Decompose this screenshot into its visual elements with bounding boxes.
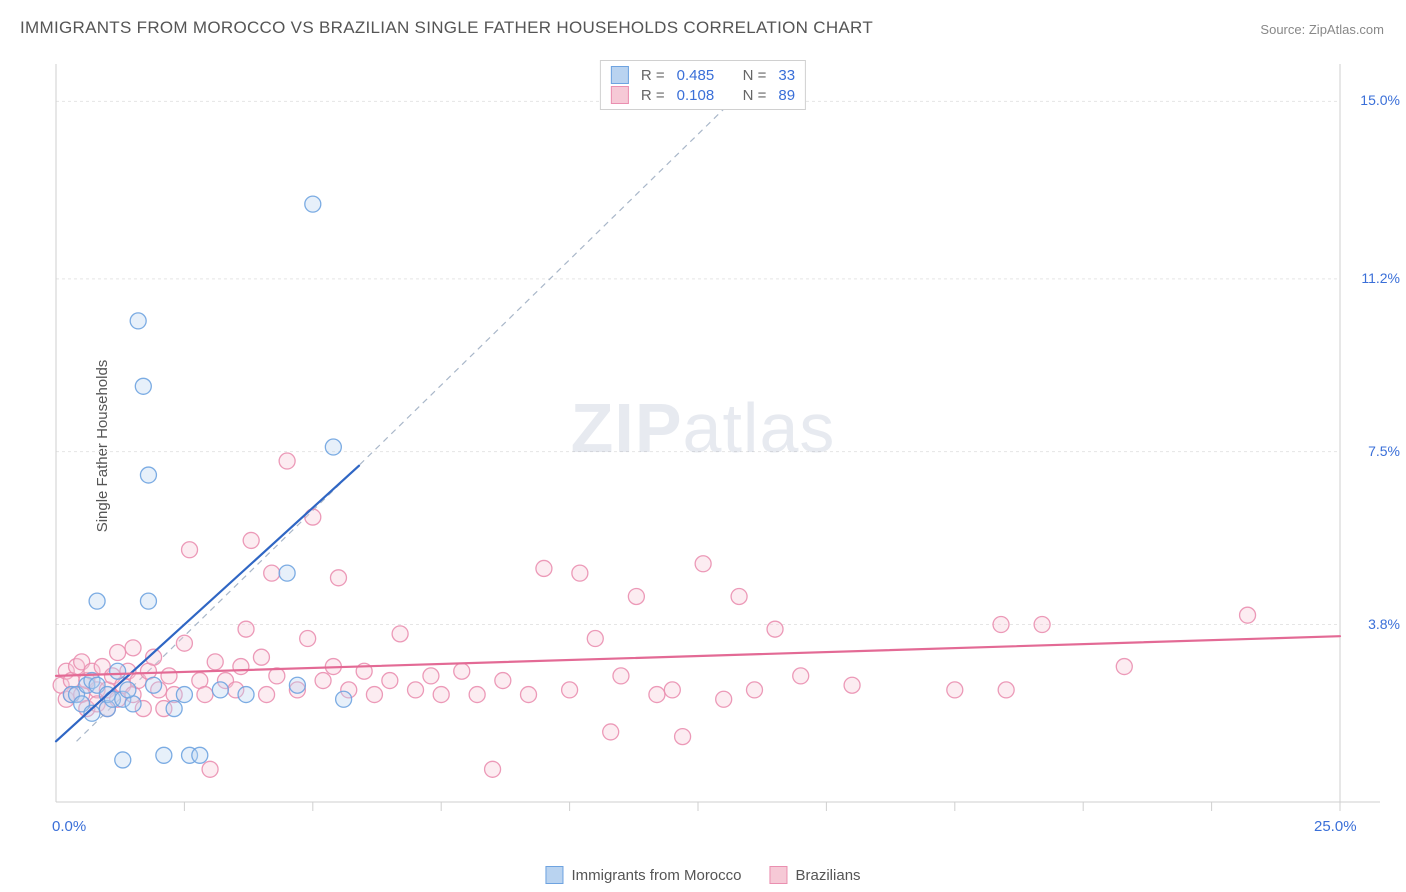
y-tick-label: 11.2% [1361,270,1400,286]
scatter-chart-svg [50,58,1388,848]
source-credit: Source: ZipAtlas.com [1260,22,1384,37]
n-value: 89 [778,87,795,104]
y-tick-label: 3.8% [1368,616,1400,632]
x-axis-origin-label: 0.0% [52,818,86,835]
legend-label: Immigrants from Morocco [571,867,741,884]
source-label: Source: [1260,22,1305,37]
swatch-icon [770,866,788,884]
chart-area [50,58,1388,848]
swatch-icon [611,86,629,104]
correlation-legend: R = 0.485 N = 33 R = 0.108 N = 89 [600,60,806,110]
x-axis-max-label: 25.0% [1314,818,1357,835]
swatch-icon [545,866,563,884]
series-legend: Immigrants from Morocco Brazilians [545,866,860,884]
n-label: N = [743,67,767,84]
legend-row-morocco: R = 0.485 N = 33 [611,65,795,85]
n-label: N = [743,87,767,104]
y-tick-label: 15.0% [1360,92,1400,108]
r-label: R = [641,67,665,84]
legend-item-brazilians: Brazilians [770,866,861,884]
legend-label: Brazilians [796,867,861,884]
n-value: 33 [778,67,795,84]
source-value: ZipAtlas.com [1309,22,1384,37]
y-tick-label: 7.5% [1368,443,1400,459]
legend-row-brazilians: R = 0.108 N = 89 [611,85,795,105]
r-label: R = [641,87,665,104]
r-value: 0.108 [677,87,725,104]
chart-title: IMMIGRANTS FROM MOROCCO VS BRAZILIAN SIN… [20,18,873,38]
swatch-icon [611,66,629,84]
legend-item-morocco: Immigrants from Morocco [545,866,741,884]
r-value: 0.485 [677,67,725,84]
